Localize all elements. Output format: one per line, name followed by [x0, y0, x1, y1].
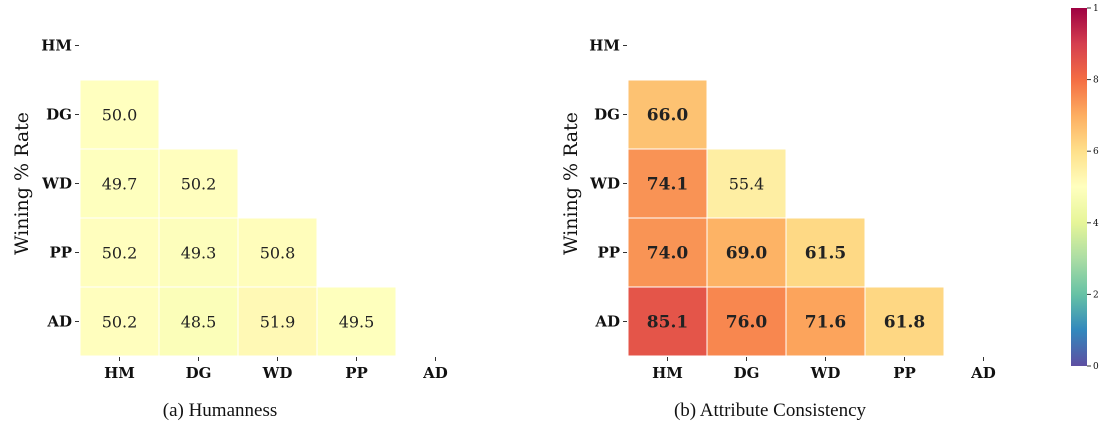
- x-tick-label: PP: [893, 364, 916, 382]
- cell-value-label: 85.1: [647, 313, 688, 333]
- cell-value-label: 74.1: [647, 175, 688, 195]
- cell-value-label: 50.2: [102, 244, 138, 263]
- y-tick-label: WD: [41, 175, 72, 193]
- y-tick-label: WD: [589, 175, 620, 193]
- heatmap-humanness: 50.0 49.7 50.2 50.2 49.3 50.8 50.2 48.5 51.9 49.5…: [11, 37, 448, 422]
- y-tick-label: HM: [589, 37, 620, 55]
- heatmap-cell: [706, 217, 787, 288]
- y-tick-label: HM: [41, 37, 72, 55]
- heatmap-cell: [864, 286, 945, 357]
- y-tick-label: PP: [597, 244, 620, 262]
- cell-value-label: 76.0: [726, 313, 768, 333]
- x-tick-label: PP: [345, 364, 368, 382]
- heatmap-cell: [706, 148, 787, 219]
- heatmap-cell: [785, 286, 866, 357]
- colorbar-tick-label: 0: [1093, 362, 1099, 372]
- colorbar-ticks: 0 20 40 60 80 100: [1087, 4, 1099, 372]
- cell-value-label: 50.8: [260, 244, 296, 263]
- heatmap-cell: [79, 148, 160, 219]
- x-tick-label: AD: [422, 364, 448, 382]
- y-tick-label: DG: [46, 106, 72, 124]
- y-axis-label: Wining % Rate: [560, 112, 582, 255]
- heatmap-cell: [79, 286, 160, 357]
- y-tick-label: DG: [594, 106, 620, 124]
- heatmap-cell: [627, 79, 708, 150]
- y-tick-label: AD: [46, 313, 72, 331]
- heatmap-cell: [79, 217, 160, 288]
- colorbar-tick-label: 100: [1093, 4, 1099, 14]
- cell-value-label: 49.7: [102, 175, 138, 194]
- heatmap-cell: [706, 286, 787, 357]
- y-tick-label: PP: [49, 244, 72, 262]
- cell-value-label: 69.0: [726, 244, 768, 264]
- cell-value-label: 66.0: [647, 106, 689, 126]
- heatmap-cell: [627, 217, 708, 288]
- y-tick-label: AD: [594, 313, 620, 331]
- heatmap-cell: [158, 286, 239, 357]
- cell-value-label: 61.8: [884, 313, 925, 333]
- colorbar-tick-label: 40: [1093, 219, 1099, 229]
- colorbar-gradient: [1071, 8, 1087, 366]
- colorbar-tick-label: 20: [1093, 290, 1099, 300]
- x-tick-label: HM: [104, 364, 135, 382]
- x-tick-label: WD: [262, 364, 293, 382]
- heatmap-cell: [158, 148, 239, 219]
- heatmap-attribute-consistency: 66.0 74.1 55.4 74.0 69.0 61.5 85.1 76.0 71.6 61.8…: [560, 37, 996, 422]
- x-tick-label: WD: [810, 364, 841, 382]
- cell-value-label: 49.3: [181, 244, 217, 263]
- heatmap-cell: [627, 286, 708, 357]
- cell-value-label: 51.9: [260, 313, 296, 332]
- cell-value-label: 55.4: [729, 175, 765, 194]
- heatmap-cell: [785, 217, 866, 288]
- cell-value-label: 50.0: [102, 106, 138, 125]
- heatmap-cell: [79, 79, 160, 150]
- cell-value-label: 50.2: [181, 175, 217, 194]
- x-tick-label: DG: [734, 364, 760, 382]
- heatmap-cell: [237, 286, 318, 357]
- subfigure-caption: (a) Humanness: [163, 400, 278, 421]
- y-axis-label: Wining % Rate: [11, 112, 33, 255]
- cell-value-label: 74.0: [647, 244, 689, 264]
- cell-value-label: 48.5: [181, 313, 217, 332]
- x-tick-label: DG: [186, 364, 212, 382]
- cell-value-label: 49.5: [339, 313, 375, 332]
- colorbar-tick-label: 80: [1093, 76, 1099, 86]
- colorbar: 0 20 40 60 80 100: [1071, 4, 1099, 372]
- x-tick-label: AD: [970, 364, 996, 382]
- cell-value-label: 50.2: [102, 313, 138, 332]
- cell-value-label: 71.6: [805, 313, 846, 333]
- cell-value-label: 61.5: [805, 244, 846, 264]
- subfigure-caption: (b) Attribute Consistency: [674, 400, 867, 421]
- heatmap-cell: [316, 286, 397, 357]
- x-tick-label: HM: [652, 364, 683, 382]
- heatmap-cell: [237, 217, 318, 288]
- heatmap-cell: [627, 148, 708, 219]
- colorbar-tick-label: 60: [1093, 147, 1099, 157]
- heatmap-cell: [158, 217, 239, 288]
